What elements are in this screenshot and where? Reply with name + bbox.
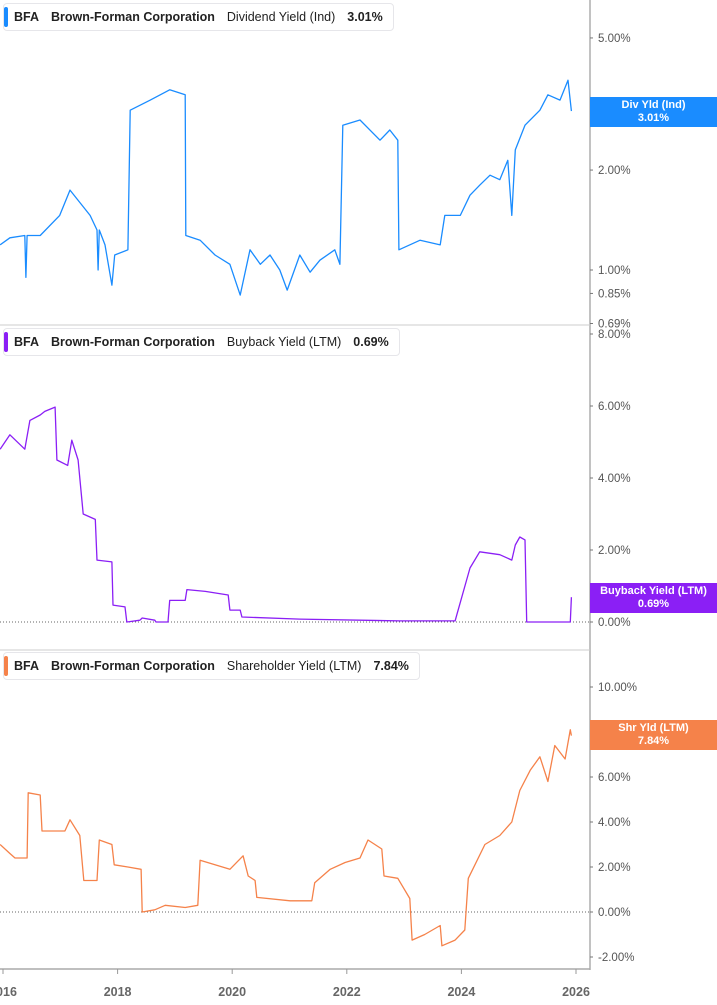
y-tick-label: 1.00% — [598, 265, 631, 277]
legend-metric: Shareholder Yield (LTM) — [226, 659, 362, 673]
y-tick-label: 6.00% — [598, 772, 631, 784]
legend-ticker: BFA — [14, 335, 39, 349]
legend-company: Brown-Forman Corporation — [51, 335, 215, 349]
tag-label: Div Yld (Ind) — [621, 99, 686, 111]
tag-value: 0.69% — [637, 598, 670, 610]
last-value-tag-shareholder: Shr Yld (LTM) 7.84% — [590, 720, 717, 750]
tag-value: 7.84% — [637, 735, 670, 747]
y-tick-label: 2.00% — [598, 862, 631, 874]
y-tick-label: -2.00% — [598, 952, 634, 964]
x-tick-label: 2018 — [104, 985, 132, 999]
legend-dividend: BFA Brown-Forman Corporation Dividend Yi… — [3, 3, 394, 31]
legend-shareholder: BFA Brown-Forman Corporation Shareholder… — [3, 652, 420, 680]
legend-buyback: BFA Brown-Forman Corporation Buyback Yie… — [3, 328, 400, 356]
x-tick-label: 2026 — [562, 985, 590, 999]
legend-value: 0.69% — [353, 335, 389, 349]
y-tick-label: 0.00% — [598, 907, 631, 919]
tag-label: Shr Yld (LTM) — [618, 722, 689, 734]
y-tick-label: 6.00% — [598, 401, 631, 413]
y-tick-label: 0.69% — [598, 319, 631, 331]
series-line-dividend-yield — [0, 79, 573, 296]
tag-value: 3.01% — [637, 112, 670, 124]
legend-value: 3.01% — [347, 10, 383, 24]
y-tick-label: 2.00% — [598, 545, 631, 557]
y-tick-label: 0.00% — [598, 617, 631, 629]
series-line-buyback-yield — [0, 406, 573, 623]
y-tick-label: 4.00% — [598, 473, 631, 485]
legend-ticker: BFA — [14, 659, 39, 673]
legend-metric: Dividend Yield (Ind) — [226, 10, 336, 24]
x-tick-label: 2022 — [333, 985, 361, 999]
y-tick-label: 0.85% — [598, 288, 631, 300]
y-tick-label: 8.00% — [598, 329, 631, 341]
legend-company: Brown-Forman Corporation — [51, 659, 215, 673]
series-line-shareholder-yield — [0, 729, 573, 947]
last-value-tag-buyback: Buyback Yield (LTM) 0.69% — [590, 583, 717, 613]
y-tick-label: 10.00% — [598, 682, 637, 694]
series-color-bar — [4, 7, 8, 27]
legend-value: 7.84% — [373, 659, 409, 673]
x-tick-label: 2020 — [218, 985, 246, 999]
tag-label: Buyback Yield (LTM) — [600, 585, 707, 597]
series-color-bar — [4, 656, 8, 676]
last-value-tag-dividend: Div Yld (Ind) 3.01% — [590, 97, 717, 127]
series-color-bar — [4, 332, 8, 352]
legend-ticker: BFA — [14, 10, 39, 24]
x-tick-label: 2024 — [447, 985, 475, 999]
legend-metric: Buyback Yield (LTM) — [226, 335, 342, 349]
y-tick-label: 4.00% — [598, 817, 631, 829]
legend-company: Brown-Forman Corporation — [51, 10, 215, 24]
y-tick-label: 2.00% — [598, 165, 631, 177]
y-tick-label: 5.00% — [598, 33, 631, 45]
x-tick-label: 2016 — [0, 985, 17, 999]
